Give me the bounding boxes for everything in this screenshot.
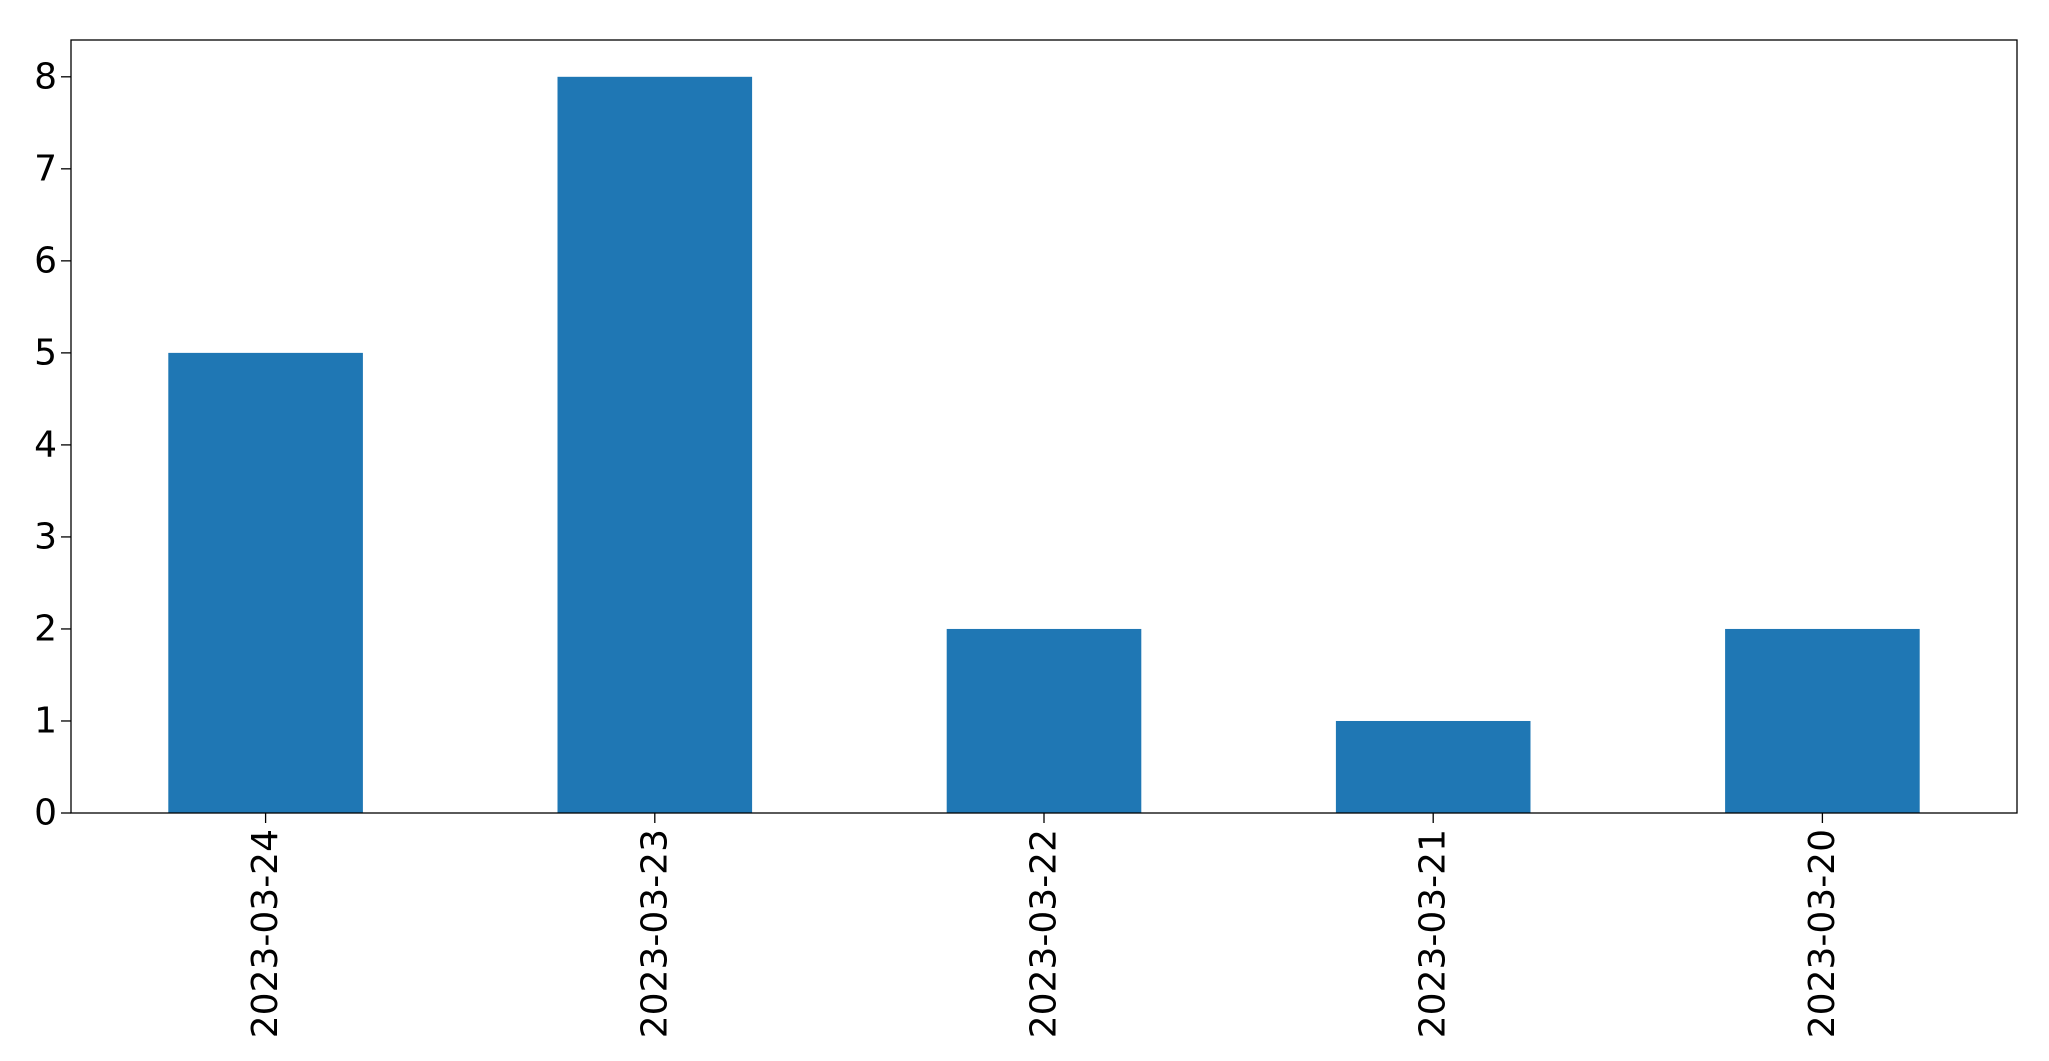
y-tick-label: 4 (34, 424, 57, 465)
x-tick-label: 2023-03-23 (634, 829, 675, 1038)
y-tick-label: 5 (34, 332, 57, 373)
y-tick-label: 2 (34, 608, 57, 649)
y-tick-label: 1 (34, 700, 57, 741)
plot-area-frame (70, 39, 2018, 814)
y-tick-label: 0 (34, 793, 57, 834)
bars-layer (168, 76, 1920, 814)
bar-2023-03-21 (1335, 720, 1531, 813)
y-tick-label: 3 (34, 516, 57, 557)
y-tick-label: 6 (34, 240, 57, 281)
x-tick-label: 2023-03-22 (1024, 829, 1065, 1038)
x-tick-label: 2023-03-24 (245, 829, 286, 1038)
x-tick-label: 2023-03-21 (1413, 829, 1454, 1038)
bar-2023-03-24 (168, 352, 363, 813)
x-tick-label: 2023-03-20 (1802, 829, 1843, 1038)
y-tick-label: 8 (34, 56, 57, 97)
x-axis-ticks: 2023-03-24 2023-03-23 2023-03-22 2023-03-21… (245, 813, 1843, 1038)
bar-2023-03-22 (946, 628, 1142, 813)
y-tick-label: 7 (34, 148, 57, 189)
y-axis-ticks: 0 1 2 3 4 5 6 7 8 (34, 56, 71, 834)
bar-2023-03-23 (557, 76, 753, 814)
bar-2023-03-20 (1725, 628, 1920, 813)
